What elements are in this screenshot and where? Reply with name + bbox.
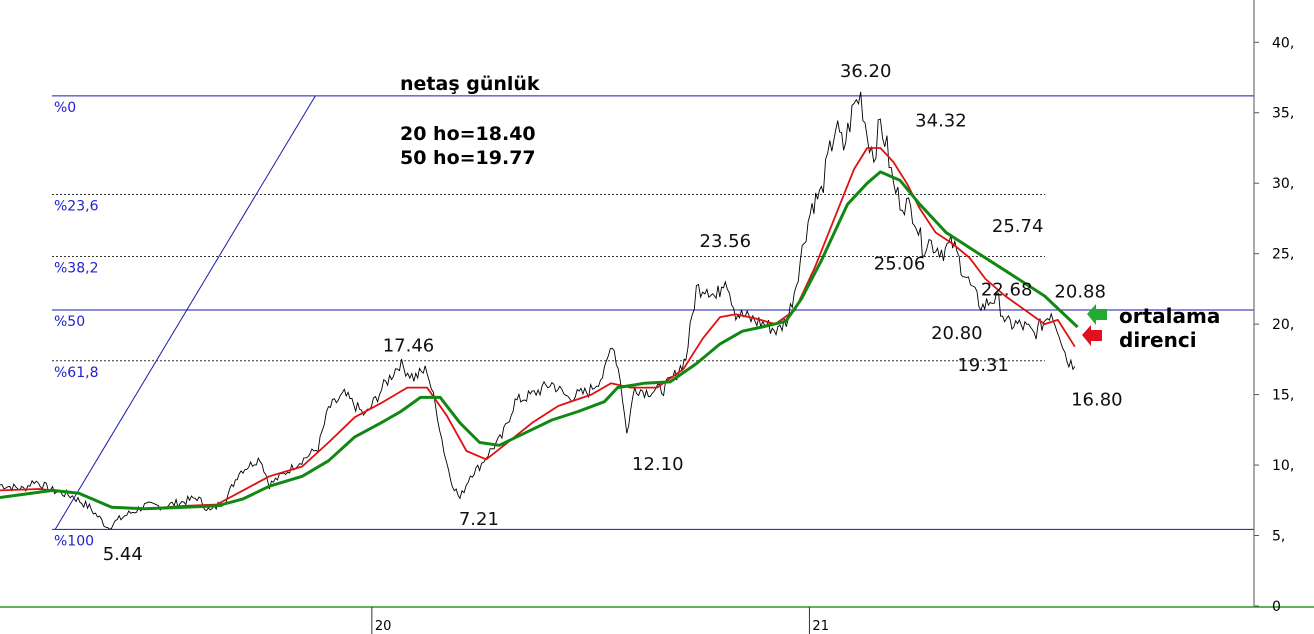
price-annotation-3: 25.74 xyxy=(992,216,1044,237)
fib-label-0: %0 xyxy=(54,100,76,116)
fib-label-1: %23,6 xyxy=(54,198,99,214)
y-axis-ticks: 40, 35, 30, 25, 20, 15, 10, 5, 0 xyxy=(1254,35,1294,615)
price-annotations: 36.20 34.32 23.56 25.74 25.06 22.68 20.88 20.80… xyxy=(103,61,1123,565)
price-annotation-11: 12.10 xyxy=(632,454,684,475)
red-arrow-icon xyxy=(1082,325,1102,346)
y-tick-label-5: 15, xyxy=(1272,388,1294,404)
fib-label-2: %38,2 xyxy=(54,260,98,276)
side-note-group: ortalama direnci xyxy=(1082,304,1220,352)
chart-title: netaş günlük xyxy=(400,73,540,95)
price-annotation-5: 22.68 xyxy=(981,280,1033,301)
price-annotation-8: 19.31 xyxy=(957,355,1009,376)
fib-label-5: %100 xyxy=(54,533,94,549)
price-annotation-1: 34.32 xyxy=(915,111,967,132)
y-tick-label-0: 40, xyxy=(1272,35,1294,51)
fib-trend-line xyxy=(54,95,316,530)
price-annotation-2: 23.56 xyxy=(700,231,752,252)
ma-line-1 xyxy=(0,170,1079,511)
ma-line-0 xyxy=(0,147,1076,510)
y-tick-label-1: 35, xyxy=(1272,106,1294,122)
green-arrow-icon xyxy=(1087,304,1107,325)
y-tick-label-6: 10, xyxy=(1272,458,1294,474)
price-annotation-7: 20.80 xyxy=(931,323,983,344)
fib-label-3: %50 xyxy=(54,314,85,330)
series-layer xyxy=(0,91,1079,530)
y-tick-label-8: 0 xyxy=(1272,599,1281,615)
chart-title-group: netaş günlük 20 ho=18.40 50 ho=19.77 xyxy=(400,73,540,169)
side-note-line-1: ortalama xyxy=(1119,304,1220,328)
price-line xyxy=(0,91,1076,530)
y-tick-label-4: 20, xyxy=(1272,317,1294,333)
price-annotation-4: 25.06 xyxy=(874,254,926,275)
x-axis-ticks: 20 21 xyxy=(371,607,829,634)
y-tick-label-3: 25, xyxy=(1272,247,1294,263)
price-annotation-12: 7.21 xyxy=(459,509,499,530)
x-tick-label-1: 21 xyxy=(812,619,829,634)
price-annotation-0: 36.20 xyxy=(840,61,892,82)
fibonacci-levels: %0 %23,6 %38,2 %50 %61,8 %100 xyxy=(52,95,1254,549)
plot-area xyxy=(0,0,1254,606)
y-tick-label-2: 30, xyxy=(1272,176,1294,192)
x-tick-label-0: 20 xyxy=(375,619,392,634)
price-annotation-13: 5.44 xyxy=(103,544,143,565)
price-annotation-9: 16.80 xyxy=(1071,389,1123,410)
plot-background xyxy=(0,0,1254,606)
side-note-line-2: direnci xyxy=(1119,328,1197,352)
price-annotation-10: 17.46 xyxy=(383,336,435,357)
price-annotation-6: 20.88 xyxy=(1054,281,1106,302)
ma20-note: 20 ho=18.40 xyxy=(400,123,536,145)
y-tick-label-7: 5, xyxy=(1272,529,1285,545)
ma50-note: 50 ho=19.77 xyxy=(400,147,536,169)
fib-label-4: %61,8 xyxy=(54,365,98,381)
